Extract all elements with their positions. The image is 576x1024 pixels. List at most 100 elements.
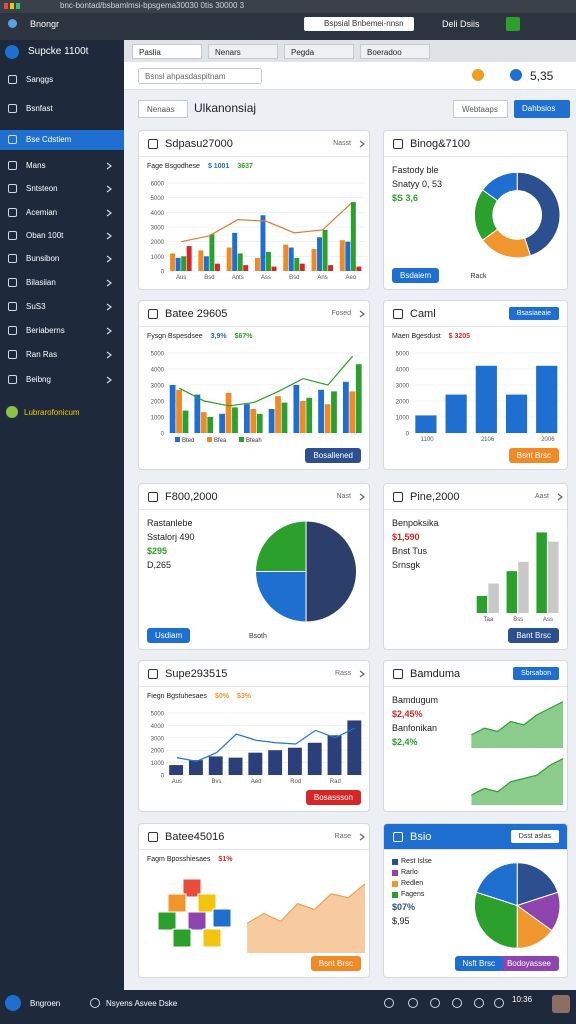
line <box>176 727 356 762</box>
footer-tool[interactable] <box>452 998 462 1008</box>
note: $2,45% <box>392 709 423 719</box>
footer-tool[interactable] <box>408 998 418 1008</box>
note: 3,9% <box>210 333 227 340</box>
filter[interactable]: Webtaaps <box>453 100 508 118</box>
x-tick-label: Bss <box>513 617 523 623</box>
area-line <box>471 758 564 796</box>
actions[interactable]: Deli Dsiis <box>442 19 480 29</box>
nav-item[interactable]: SuS3 <box>0 297 124 317</box>
nav-item[interactable]: Ran Ras <box>0 345 124 365</box>
card-link[interactable]: Aast <box>534 493 549 500</box>
footer: Bngroen Nsyens Asvee Dske 10:36 <box>0 990 576 1024</box>
chevron <box>359 140 365 148</box>
button[interactable]: Bsnt Brsc <box>508 448 559 463</box>
chevron-path <box>106 351 112 359</box>
nav-item[interactable]: Bse Cdstiem <box>0 130 124 150</box>
top-button[interactable]: Dsst aslas <box>510 830 559 843</box>
footer-icon <box>5 995 21 1011</box>
tab[interactable]: Nenars <box>208 44 278 59</box>
nav-item[interactable]: Bunsibon <box>0 249 124 269</box>
note: D,265 <box>147 560 172 570</box>
tab[interactable]: Paslia <box>132 44 202 59</box>
toolbar-button[interactable]: Nenaas <box>138 100 188 118</box>
nav-item[interactable]: Acemian <box>0 203 124 223</box>
nav-item[interactable]: Beibng <box>0 370 124 390</box>
chevron <box>106 351 112 359</box>
note: Bnst Tus <box>392 546 428 556</box>
y-tick-label: 2000 <box>396 400 410 406</box>
nav-item[interactable]: Oban 100t <box>0 226 124 246</box>
bar <box>345 241 351 271</box>
nav-icon <box>8 278 17 287</box>
button[interactable]: Bosallened <box>305 448 361 463</box>
card-link[interactable]: Nast <box>336 493 351 500</box>
bar <box>271 266 277 271</box>
note: Fysgn Bspesdsee <box>147 333 203 340</box>
bar <box>169 765 184 775</box>
footer-tool[interactable] <box>474 998 484 1008</box>
card-header <box>139 824 369 850</box>
nav-item[interactable]: Sntsteon <box>0 179 124 199</box>
pie-slice <box>473 891 518 949</box>
tab[interactable]: Boeradoo <box>360 44 430 59</box>
bar <box>349 391 356 433</box>
card-icon <box>393 139 403 149</box>
bar <box>186 246 192 271</box>
chevron-path <box>106 279 112 287</box>
card-link[interactable]: Fosed <box>331 310 351 317</box>
footer-center: Nsyens Asvee Dske <box>106 999 178 1008</box>
button[interactable]: Bsnt Brsc <box>310 956 361 971</box>
nav-label: Bunsibon <box>26 254 60 263</box>
bar <box>322 229 328 271</box>
top-button[interactable]: Sbrsabon <box>513 667 559 680</box>
action[interactable]: Dahbsios <box>514 100 570 118</box>
nav-item[interactable]: Bsnfast <box>0 99 124 119</box>
legend-label: Rest Islse <box>401 858 432 865</box>
button[interactable]: Bosassson <box>305 790 361 805</box>
bar <box>327 735 342 775</box>
tab[interactable]: Bnongr <box>30 19 60 29</box>
nav-icon <box>8 208 17 217</box>
user[interactable]: Lubrarofonicum <box>24 408 80 417</box>
button[interactable]: Bodoyassee <box>498 956 559 971</box>
card-link[interactable]: Rase <box>334 833 351 840</box>
search[interactable]: Bsnsl ahpasdaspitnam <box>138 68 262 84</box>
bar <box>275 396 281 433</box>
nav-item[interactable]: Mans <box>0 156 124 176</box>
card-link[interactable]: Nasst <box>333 140 351 147</box>
nav-item[interactable]: Beriaberns <box>0 321 124 341</box>
legend-item: Rarlo <box>392 869 473 876</box>
address[interactable]: Bspsial Bnbemei-nnsn <box>304 17 414 31</box>
chevron <box>106 303 112 311</box>
legend-swatch <box>392 891 398 898</box>
x-tick-label: Aeo <box>346 275 357 281</box>
card-title: Sdpasu27000 <box>165 138 233 150</box>
bar <box>518 561 529 613</box>
y-tick-label: 6000 <box>151 182 165 188</box>
top-button[interactable]: Bsasiaeaie <box>508 307 559 320</box>
nav-item[interactable]: Bilasiian <box>0 273 124 293</box>
nav-item[interactable]: Sanggs <box>0 70 124 90</box>
nav-label: SuS3 <box>26 302 46 311</box>
card-link[interactable]: Rass <box>335 670 351 677</box>
chart <box>246 883 366 953</box>
bar <box>299 263 305 271</box>
bar <box>243 265 249 271</box>
footer-tool[interactable] <box>494 998 504 1008</box>
card-title: Batee45016 <box>165 831 225 843</box>
footer-tool[interactable] <box>384 998 394 1008</box>
tab[interactable]: Pegda <box>284 44 354 59</box>
footer-tool[interactable] <box>430 998 440 1008</box>
bar <box>287 747 302 775</box>
bar <box>505 394 528 433</box>
button[interactable]: Bsdaiem <box>392 268 440 283</box>
button[interactable]: Bant Brsc <box>508 628 559 643</box>
footer-ring <box>90 998 100 1008</box>
button[interactable]: Usdiam <box>147 628 191 643</box>
legend-item: Rest Islse <box>392 858 473 865</box>
bar <box>243 404 250 433</box>
button[interactable]: Nsft Brsc <box>454 956 503 971</box>
y-tick-label: 2000 <box>151 240 165 246</box>
chart <box>471 701 564 805</box>
cube <box>172 928 192 948</box>
